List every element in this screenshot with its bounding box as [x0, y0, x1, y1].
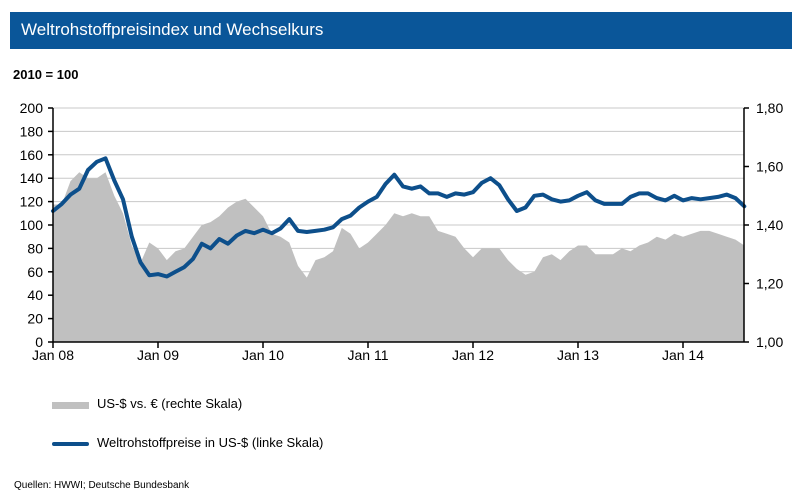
- left-tick-label: 0: [35, 334, 43, 350]
- chart-title: Weltrohstoffpreisindex und Wechselkurs: [21, 20, 324, 39]
- left-tick-label: 60: [27, 264, 43, 280]
- chart-subtitle: 2010 = 100: [13, 67, 79, 82]
- left-tick-label: 180: [20, 123, 44, 139]
- left-tick-label: 80: [27, 240, 43, 256]
- right-tick-label: 1,80: [756, 100, 783, 116]
- x-tick-label: Jan 11: [348, 347, 389, 363]
- left-tick-label: 100: [20, 217, 44, 233]
- chart-title-bar: Weltrohstoffpreisindex und Wechselkurs: [10, 12, 792, 49]
- left-tick-label: 140: [20, 170, 44, 186]
- left-tick-label: 120: [20, 194, 44, 210]
- left-tick-label: 20: [27, 311, 43, 327]
- x-tick-label: Jan 08: [32, 347, 74, 363]
- left-tick-label: 40: [27, 287, 43, 303]
- left-tick-label: 200: [20, 100, 44, 116]
- x-tick-label: Jan 10: [242, 347, 284, 363]
- source-note: Quellen: HWWI; Deutsche Bundesbank: [14, 480, 190, 491]
- legend-swatch-area: [52, 402, 89, 409]
- right-tick-label: 1,60: [756, 159, 783, 175]
- index-line-series: [51, 156, 747, 279]
- right-tick-label: 1,40: [756, 217, 783, 233]
- x-tick-label: Jan 12: [452, 347, 494, 363]
- left-tick-label: 160: [20, 147, 44, 163]
- legend-label: US-$ vs. € (rechte Skala): [97, 396, 243, 411]
- fx-area-series: [53, 172, 745, 342]
- x-tick-label: Jan 09: [137, 347, 179, 363]
- legend-label: Weltrohstoffpreise in US-$ (linke Skala): [97, 435, 324, 450]
- x-tick-label: Jan 14: [662, 347, 704, 363]
- legend-swatch-line: [52, 442, 89, 446]
- right-tick-label: 1,00: [756, 334, 783, 350]
- x-tick-label: Jan 13: [557, 347, 599, 363]
- right-tick-label: 1,20: [756, 276, 783, 292]
